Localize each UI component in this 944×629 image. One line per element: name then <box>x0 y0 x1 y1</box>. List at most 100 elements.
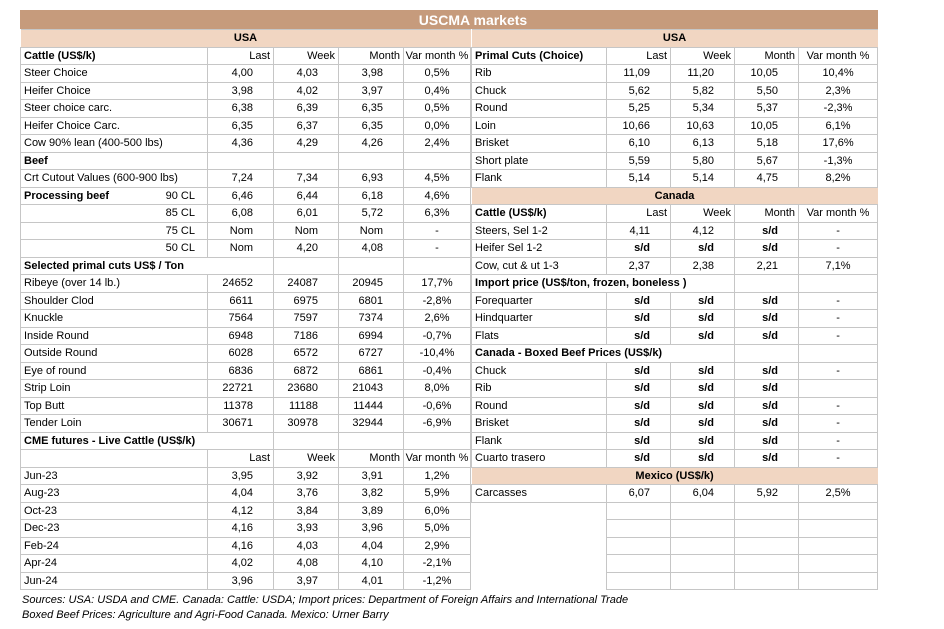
value-cell: 6,10 <box>606 134 672 153</box>
var-month-cell: 5,9% <box>402 484 472 503</box>
table-row: 50 CL Nom 4,20 4,08- <box>20 239 472 258</box>
column-header: Week <box>273 46 339 65</box>
value-cell: 30978 <box>273 414 339 433</box>
column-header: Month <box>338 449 404 468</box>
value-cell: s/d <box>734 239 800 258</box>
row-label: Ribeye (over 14 lb.) <box>20 274 208 293</box>
row-label: Oct-23 <box>20 501 208 520</box>
var-month-cell: -0,4% <box>402 361 472 380</box>
empty-label <box>472 572 607 590</box>
table-row: Ribeye (over 14 lb.) 24652 24087 20945 17,7% <box>20 274 472 293</box>
var-month-cell: - <box>402 239 472 258</box>
row-label-split: 85 CL <box>24 207 207 219</box>
value-cell: 6,01 <box>273 204 339 223</box>
value-cell: 6,39 <box>273 99 339 118</box>
value-cell: 3,89 <box>338 501 404 520</box>
value-cell: s/d <box>734 309 800 328</box>
section-label: Beef <box>20 151 208 170</box>
value-cell: 3,93 <box>273 519 339 538</box>
table-row: Round s/d s/d s/d - <box>471 396 879 415</box>
section-label: Canada - Boxed Beef Prices (US$/k) <box>471 344 736 363</box>
table-row: Dec-23 4,16 3,93 3,96 5,0% <box>20 519 472 538</box>
var-month-cell <box>798 379 879 398</box>
empty-cell <box>207 151 274 170</box>
table-row: Shoulder Clod 6611 6975 6801 -2,8% <box>20 291 472 310</box>
var-month-cell: 2,3% <box>798 81 879 100</box>
value-cell: 6,44 <box>273 186 339 205</box>
column-header: Week <box>670 46 736 65</box>
usa-cattle-table: USA Cattle (US$/k) Last Week Month Var month … <box>20 29 472 590</box>
empty-cell <box>273 151 339 170</box>
var-month-cell: - <box>798 221 879 240</box>
table-row: Last Week Month Var month % <box>20 449 472 468</box>
row-label-sub: 85 CL <box>165 207 195 220</box>
value-cell: s/d <box>670 361 736 380</box>
var-month-cell: -2,3% <box>798 99 879 118</box>
value-cell: 5,92 <box>734 484 800 503</box>
column-header: Month <box>734 46 800 65</box>
table-row: Primal Cuts (Choice) Last Week Month Var mon… <box>471 46 879 65</box>
empty-cell <box>798 344 879 363</box>
var-month-cell: 0,0% <box>402 116 472 135</box>
table-row <box>472 519 879 538</box>
value-cell: s/d <box>670 326 736 345</box>
table-row: Loin 10,66 10,63 10,05 6,1% <box>471 116 879 135</box>
value-cell: s/d <box>670 414 736 433</box>
value-cell: 5,72 <box>338 204 404 223</box>
table-row: Flats s/d s/d s/d - <box>471 326 879 345</box>
value-cell: 30671 <box>207 414 274 433</box>
var-month-cell: - <box>798 414 879 433</box>
row-label: Outside Round <box>20 344 208 363</box>
value-cell: 23680 <box>273 379 339 398</box>
value-cell: 6028 <box>207 344 274 363</box>
row-label: Knuckle <box>20 309 208 328</box>
table-row: Carcasses 6,07 6,04 5,92 2,5% <box>471 484 879 503</box>
empty-cell <box>338 431 404 450</box>
table-row: Apr-24 4,02 4,08 4,10 -2,1% <box>20 554 472 573</box>
value-cell: 3,97 <box>273 571 339 590</box>
value-cell: 5,37 <box>734 99 800 118</box>
value-cell: 7,34 <box>273 169 339 188</box>
row-label: Flats <box>471 326 608 345</box>
row-label-split: 75 CL <box>24 225 207 237</box>
var-month-cell: -2,8% <box>402 291 472 310</box>
value-cell: s/d <box>606 326 672 345</box>
value-cell: 4,12 <box>670 221 736 240</box>
row-label: Flank <box>471 431 608 450</box>
column-header: Week <box>670 204 736 223</box>
value-cell: s/d <box>670 239 736 258</box>
row-label: Heifer Choice <box>20 81 208 100</box>
value-cell: 4,08 <box>273 554 339 573</box>
value-cell: Nom <box>273 221 339 240</box>
column-header: Var month % <box>798 46 879 65</box>
var-month-cell: -0,7% <box>402 326 472 345</box>
value-cell: 4,26 <box>338 134 404 153</box>
value-cell: s/d <box>606 449 672 468</box>
var-month-cell: -2,1% <box>402 554 472 573</box>
value-cell: 5,67 <box>734 151 800 170</box>
row-label: Round <box>471 99 608 118</box>
row-label: Inside Round <box>20 326 208 345</box>
value-cell: 6,18 <box>338 186 404 205</box>
row-label-split: 50 CL <box>24 242 207 254</box>
table-row: CME futures - Live Cattle (US$/k) <box>20 431 472 450</box>
value-cell: 11444 <box>338 396 404 415</box>
empty-cell <box>670 519 736 538</box>
row-label: Steers, Sel 1-2 <box>471 221 608 240</box>
table-row: Canada - Boxed Beef Prices (US$/k) <box>471 344 879 363</box>
value-cell: 6801 <box>338 291 404 310</box>
value-cell: 4,00 <box>207 64 274 83</box>
value-cell: s/d <box>734 361 800 380</box>
value-cell: Nom <box>207 221 274 240</box>
table-row: Hindquarter s/d s/d s/d - <box>471 309 879 328</box>
table-row: Steer Choice 4,00 4,03 3,98 0,5% <box>20 64 472 83</box>
value-cell: 6,93 <box>338 169 404 188</box>
column-header: Month <box>338 46 404 65</box>
table-row: 85 CL 6,08 6,01 5,72 6,3% <box>20 204 472 223</box>
table-row: Flank s/d s/d s/d - <box>471 431 879 450</box>
value-cell: 2,37 <box>606 256 672 275</box>
value-cell: 3,84 <box>273 501 339 520</box>
table-row: Cuarto trasero s/d s/d s/d - <box>471 449 879 468</box>
var-month-cell: 6,0% <box>402 501 472 520</box>
row-label: Jun-24 <box>20 571 208 590</box>
